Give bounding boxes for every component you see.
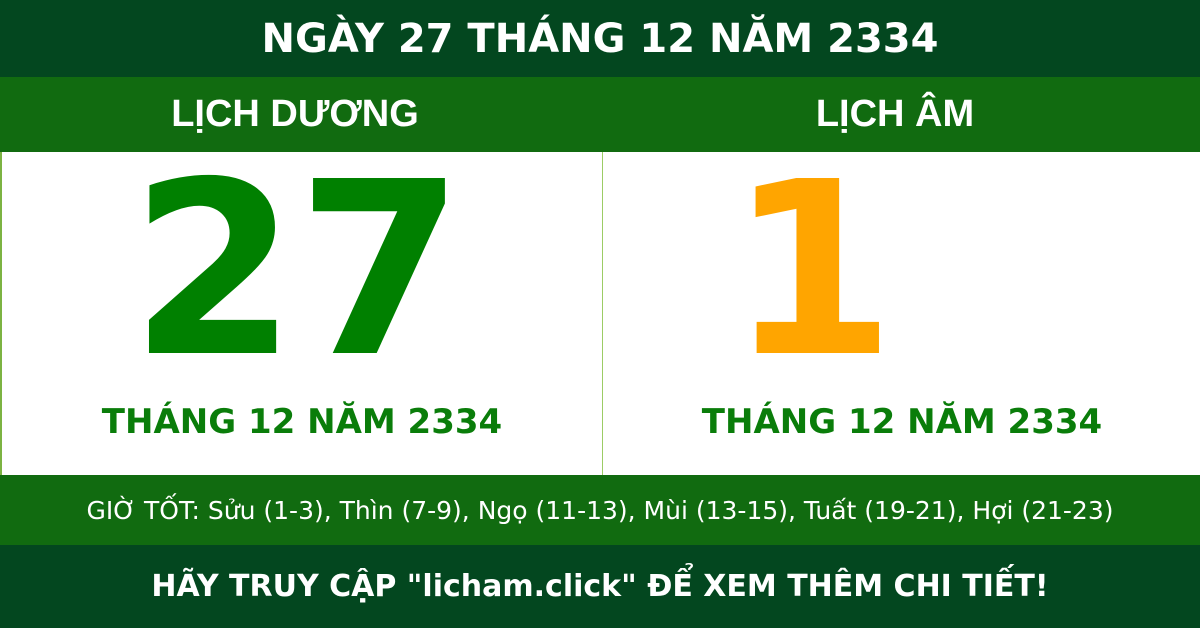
calendar-headers: LỊCH DƯƠNG LỊCH ÂM — [0, 77, 1200, 152]
good-hours-bar: GIỜ TỐT: Sửu (1-3), Thìn (7-9), Ngọ (11-… — [0, 475, 1200, 545]
solar-calendar-label: LỊCH DƯƠNG — [171, 93, 419, 135]
page-title: NGÀY 27 THÁNG 12 NĂM 2334 — [261, 15, 939, 62]
calendar-body: 27 THÁNG 12 NĂM 2334 1 THÁNG 12 NĂM 2334 — [0, 130, 1200, 475]
lunar-calendar-label: LỊCH ÂM — [815, 93, 975, 135]
lunar-month-year: THÁNG 12 NĂM 2334 — [701, 402, 1103, 442]
lunar-day: 1 — [728, 130, 896, 410]
header-title-bar: NGÀY 27 THÁNG 12 NĂM 2334 — [0, 0, 1200, 77]
divider — [602, 152, 603, 475]
footer-cta: HÃY TRUY CẬP "licham.click" ĐỂ XEM THÊM … — [151, 569, 1049, 604]
footer-bar: HÃY TRUY CẬP "licham.click" ĐỂ XEM THÊM … — [0, 545, 1200, 628]
good-hours-text: GIỜ TỐT: Sửu (1-3), Thìn (7-9), Ngọ (11-… — [86, 495, 1114, 525]
solar-month-year: THÁNG 12 NĂM 2334 — [101, 402, 503, 442]
solar-day: 27 — [130, 130, 464, 410]
